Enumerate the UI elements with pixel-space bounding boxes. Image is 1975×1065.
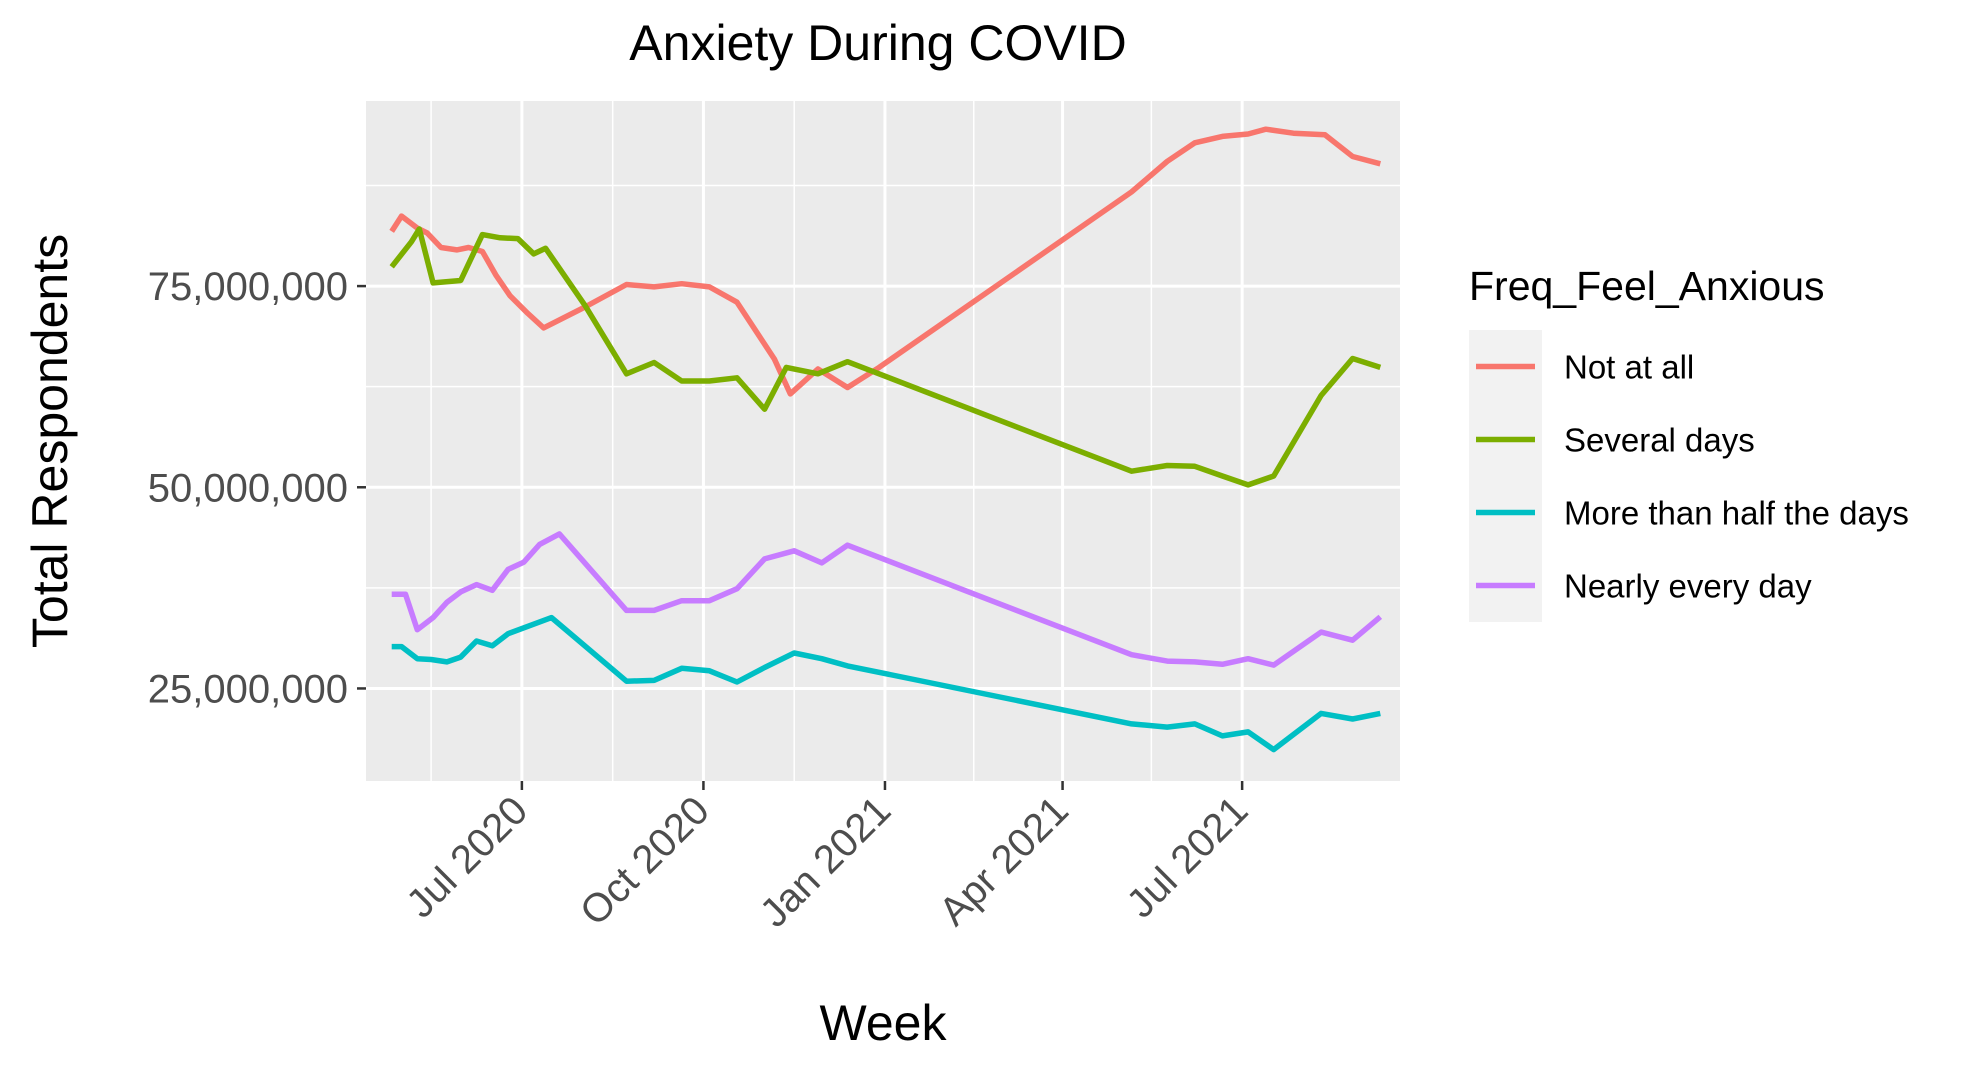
x-tick-label: Jul 2021	[1118, 788, 1256, 926]
legend-items: Not at all Several days More than half the…	[1469, 330, 1909, 622]
legend-item-several-days: Several days	[1469, 403, 1755, 476]
x-tick-label: Jan 2021	[752, 788, 899, 935]
y-axis-title: Total Respondents	[22, 234, 78, 648]
legend-label: Nearly every day	[1564, 568, 1812, 605]
x-axis: Jul 2020 Oct 2020 Jan 2021 Apr 2021 Jul 2021	[398, 781, 1256, 936]
legend-label: More than half the days	[1564, 495, 1909, 532]
y-axis: 25,000,000 50,000,000 75,000,000	[148, 265, 366, 711]
x-tick-label: Oct 2020	[572, 788, 718, 934]
legend-item-nearly-every-day: Nearly every day	[1469, 549, 1812, 622]
chart-title: Anxiety During COVID	[629, 15, 1126, 71]
y-tick-label: 50,000,000	[148, 466, 348, 510]
legend: Freq_Feel_Anxious Not at all Several days…	[1469, 263, 1909, 622]
y-tick-label: 75,000,000	[148, 265, 348, 309]
legend-label: Several days	[1564, 422, 1755, 459]
x-tick-label: Jul 2020	[398, 788, 536, 926]
legend-item-more-than-half-the-days: More than half the days	[1469, 476, 1909, 549]
legend-item-not-at-all: Not at all	[1469, 330, 1694, 403]
x-tick-label: Apr 2021	[931, 788, 1077, 934]
legend-label: Not at all	[1564, 349, 1694, 386]
x-axis-title: Week	[820, 995, 948, 1051]
legend-title: Freq_Feel_Anxious	[1469, 263, 1825, 309]
y-tick-label: 25,000,000	[148, 667, 348, 711]
